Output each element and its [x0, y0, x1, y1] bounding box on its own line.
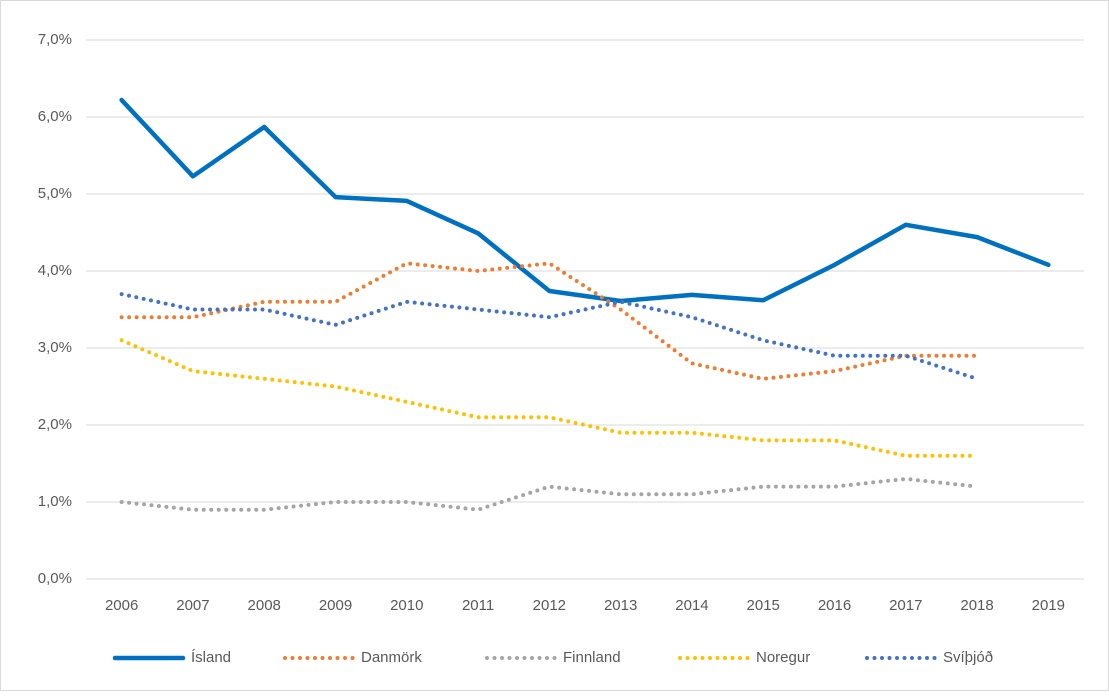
series-line [119, 292, 980, 381]
x-tick-label: 2009 [319, 597, 352, 614]
y-tick-label: 6,0% [38, 108, 72, 125]
x-tick-label: 2007 [176, 597, 209, 614]
y-tick-label: 2,0% [38, 416, 72, 433]
x-tick-label: 2013 [604, 597, 637, 614]
x-tick-label: 2016 [818, 597, 851, 614]
legend-label: Danmörk [361, 649, 422, 666]
x-tick-label: 2018 [960, 597, 993, 614]
legend-label: Ísland [191, 649, 231, 666]
x-tick-label: 2014 [675, 597, 708, 614]
y-tick-label: 3,0% [38, 339, 72, 356]
series-line [119, 97, 1051, 304]
y-tick-label: 0,0% [38, 570, 72, 587]
legend-label: Svíþjóð [943, 649, 993, 666]
series-line [119, 261, 980, 381]
y-tick-label: 7,0% [38, 31, 72, 48]
x-tick-label: 2019 [1032, 597, 1065, 614]
legend-label: Noregur [756, 649, 810, 666]
x-tick-label: 2011 [462, 597, 494, 614]
y-tick-label: 1,0% [38, 493, 72, 510]
x-tick-label: 2010 [390, 597, 423, 614]
x-tick-label: 2008 [248, 597, 281, 614]
series-line [119, 476, 980, 512]
legend-label: Finnland [563, 649, 621, 666]
x-tick-label: 2015 [747, 597, 780, 614]
series-line [119, 338, 980, 458]
x-tick-label: 2006 [105, 597, 138, 614]
x-tick-label: 2012 [533, 597, 566, 614]
x-tick-label: 2017 [889, 597, 922, 614]
y-tick-label: 5,0% [38, 185, 72, 202]
y-tick-label: 4,0% [38, 262, 72, 279]
